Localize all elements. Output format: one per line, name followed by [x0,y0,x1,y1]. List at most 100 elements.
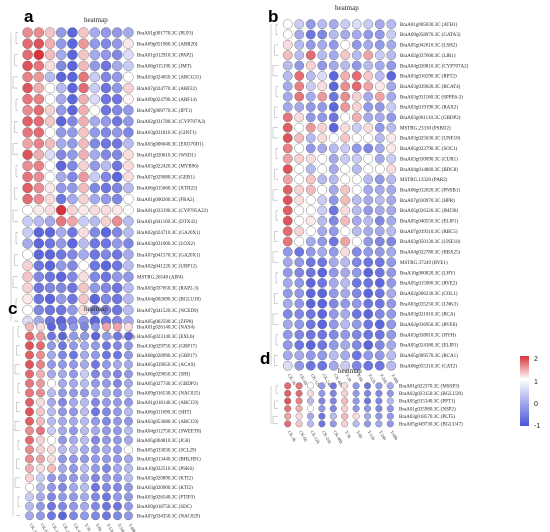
heatmap-cell [340,267,351,278]
heatmap-cell [386,19,397,30]
heatmap-cell [363,122,374,133]
heatmap-cell [100,260,112,271]
heatmap-cell [33,93,45,105]
heatmap-cell [328,236,339,247]
heatmap-cell [47,407,56,417]
gene-label: BraA02g037600.3C (LIR1) [400,54,456,59]
gene-label: BraA03g038010.3C (HYH) [400,333,456,338]
heatmap-cell [36,482,45,492]
heatmap-cell [102,492,111,502]
heatmap-cell [102,416,111,426]
heatmap-cell [102,426,111,436]
gene-label: BraA01g005030.3C (ATH1) [400,23,458,28]
heatmap-cell [91,378,100,388]
heatmap-cell [113,350,122,360]
heatmap-cell [340,164,351,174]
heatmap-cell [282,267,293,278]
heatmap-cell [351,329,362,340]
heatmap-cell [363,184,374,195]
heatmap-cell [78,138,89,149]
heatmap-cell [111,160,123,171]
heatmap-cell [111,138,123,149]
heatmap-cell [100,215,112,227]
heatmap-cell [363,267,374,278]
heatmap-cell [67,104,78,116]
heatmap-cell [111,171,123,183]
heatmap-cell [111,204,123,216]
heatmap-cell [102,454,111,464]
heatmap-cell [80,369,89,379]
heatmap-cell [317,71,328,81]
heatmap-cell [295,382,303,390]
column-label: CK-24h [62,522,74,532]
heatmap-cell [374,184,385,195]
heatmap-cell [102,369,111,379]
heatmap-cell [340,278,351,288]
heatmap-cell [78,293,89,305]
heatmap-cell [80,416,89,426]
heatmap-cell [80,341,89,351]
heatmap-cell [44,238,56,249]
heatmap-cell [100,293,112,305]
heatmap-cell [328,360,339,371]
dendrogram-branch [272,313,278,325]
gene-label: BraA03g031180.3C (SPPE6-3) [400,95,463,100]
heatmap-cell [69,331,78,341]
heatmap-cell [55,204,67,216]
heatmap-cell [282,40,293,50]
heatmap-cell [58,350,67,360]
gene-label: MSTRG.37249 (RVE1) [400,261,448,266]
heatmap-cell [67,304,78,316]
panel-title: heatmap [335,4,359,12]
gene-label: BraA05g015000.3C (RVE2) [400,282,457,287]
heatmap-cell [317,309,328,319]
dendrogram-branch [16,458,20,469]
heatmap-cell [294,236,305,247]
column-label: T-12h [106,522,116,532]
heatmap-cell [318,412,326,420]
heatmap-cell [340,257,351,268]
gene-label: BraA03g013440.3C (BHLH91) [137,458,201,463]
heatmap-cell [340,195,351,205]
heatmap-cell [67,204,78,216]
heatmap-cell [374,195,385,205]
heatmap-cell [67,293,78,305]
heatmap-cell [123,293,134,305]
heatmap-cell [294,278,305,288]
heatmap-cell [364,412,372,420]
heatmap-cell [341,420,349,428]
heatmap-cell [25,388,34,398]
heatmap-cell [328,257,339,268]
heatmap-cell [25,482,34,492]
heatmap-cell [124,464,133,473]
heatmap-cell [91,407,100,417]
heatmap-cell [78,238,89,249]
heatmap-cell [386,397,394,405]
heatmap-cells [25,322,133,521]
heatmap-cell [69,397,78,407]
heatmap-cell [363,112,374,123]
heatmap-cell [67,238,78,249]
gene-label: BraA05g039650.3C (ACA9) [137,363,195,368]
heatmap-cell [282,91,293,102]
heatmap-cell [33,260,45,271]
column-label: CK-12h [51,522,63,532]
heatmap-cell [352,397,360,405]
heatmap-cell [100,282,112,294]
heatmap-cell [91,492,100,502]
gene-label: BraA03g025630.3C (UNE10) [400,137,461,142]
heatmap-cell [124,341,133,351]
heatmap-cell [282,174,293,185]
heatmap-cell [124,369,133,379]
heatmap-cell [294,50,305,61]
heatmap-cell [55,271,67,283]
dendrogram-branch [17,383,20,394]
heatmap-cell [89,27,101,38]
heatmap-cell [386,389,394,397]
heatmap-cell [123,282,134,294]
heatmap-cell [341,389,349,397]
heatmap-cell [100,60,112,72]
heatmap-cell [282,257,293,268]
heatmap-cell [111,260,123,271]
